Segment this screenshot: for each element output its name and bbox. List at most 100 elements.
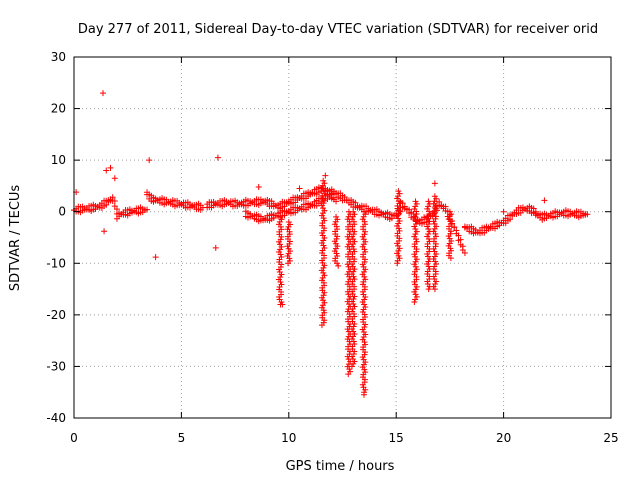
x-tick-label: 0 bbox=[70, 431, 78, 445]
spike-point bbox=[361, 366, 368, 373]
spike-point bbox=[275, 238, 282, 245]
spike-point bbox=[362, 238, 369, 245]
spike-point bbox=[413, 228, 420, 235]
spike-point bbox=[430, 283, 437, 290]
data-point bbox=[111, 197, 118, 204]
chart-title: Day 277 of 2011, Sidereal Day-to-day VTE… bbox=[78, 22, 598, 37]
spike-point bbox=[425, 286, 432, 293]
spike-point bbox=[411, 251, 418, 258]
y-axis-label: SDTVAR / TECUs bbox=[8, 185, 23, 292]
spike-point bbox=[412, 203, 419, 210]
outlier-point bbox=[335, 262, 342, 269]
spike-point bbox=[278, 243, 285, 250]
outlier-point bbox=[152, 254, 159, 261]
spike-point bbox=[362, 228, 369, 235]
data-point bbox=[459, 243, 466, 250]
outlier-point bbox=[107, 164, 114, 171]
spike-point bbox=[433, 250, 440, 257]
outlier-point bbox=[255, 183, 262, 190]
spike-point bbox=[362, 386, 369, 393]
spike-point bbox=[425, 235, 432, 242]
spike-point bbox=[360, 236, 367, 243]
spike-point bbox=[412, 236, 419, 243]
spike-point bbox=[359, 326, 366, 333]
spike-point bbox=[425, 198, 432, 205]
spike-point bbox=[425, 230, 432, 237]
spike-point bbox=[412, 258, 419, 265]
spike-point bbox=[361, 246, 368, 253]
x-tick-label: 5 bbox=[178, 431, 186, 445]
x-tick-label: 10 bbox=[281, 431, 296, 445]
y-tick-label: 20 bbox=[51, 102, 66, 116]
spike-point bbox=[278, 233, 285, 240]
spike-point bbox=[362, 359, 369, 366]
spike-point bbox=[361, 268, 368, 275]
spike-point bbox=[412, 226, 419, 233]
y-tick-label: -20 bbox=[46, 308, 66, 322]
spike-point bbox=[412, 263, 419, 270]
outlier-point bbox=[212, 244, 219, 251]
spike-point bbox=[360, 241, 367, 248]
spike-point bbox=[425, 203, 432, 210]
data-point bbox=[584, 211, 591, 218]
spike-point bbox=[412, 296, 419, 303]
outlier-point bbox=[541, 197, 548, 204]
x-tick-label: 25 bbox=[603, 431, 618, 445]
outlier-point bbox=[500, 208, 507, 215]
spike-point bbox=[277, 251, 284, 258]
spike-point bbox=[432, 258, 439, 265]
spike-point bbox=[432, 230, 439, 237]
spike-point bbox=[359, 354, 366, 361]
spike-point bbox=[431, 225, 438, 232]
spike-point bbox=[360, 334, 367, 341]
y-tick-label: -40 bbox=[46, 411, 66, 425]
spike-point bbox=[276, 266, 283, 273]
spike-point bbox=[361, 339, 368, 346]
axis-ticks: 0 5 10 15 20 25 -40 -30 -20 -10 0 10 20 30 bbox=[46, 50, 618, 445]
y-tick-label: -30 bbox=[46, 359, 66, 373]
spike-point bbox=[412, 231, 419, 238]
spike-point bbox=[277, 273, 284, 280]
spike-point bbox=[425, 225, 432, 232]
spike-point bbox=[413, 256, 420, 263]
data-point bbox=[461, 249, 468, 256]
spike-point bbox=[277, 241, 284, 248]
outlier-point bbox=[214, 154, 221, 161]
spike-point bbox=[277, 246, 284, 253]
data-point bbox=[457, 236, 464, 243]
spike-point bbox=[278, 299, 285, 306]
spike-point bbox=[411, 298, 418, 305]
spike-point bbox=[362, 293, 369, 300]
spike-point bbox=[411, 278, 418, 285]
spike-point bbox=[277, 213, 284, 220]
spike-point bbox=[431, 253, 438, 260]
spike-point bbox=[394, 260, 401, 267]
spike-point bbox=[276, 294, 283, 301]
data-point bbox=[144, 206, 151, 213]
spike-point bbox=[334, 260, 341, 267]
y-tick-label: -10 bbox=[46, 256, 66, 270]
spike-point bbox=[425, 258, 432, 265]
spike-point bbox=[362, 321, 369, 328]
spike-point bbox=[360, 361, 367, 368]
spike-point bbox=[411, 288, 418, 295]
grid-lines bbox=[74, 57, 611, 418]
spike-point bbox=[360, 213, 367, 220]
outlier-point bbox=[101, 228, 108, 235]
spike-point bbox=[359, 288, 366, 295]
spike-point bbox=[433, 223, 440, 230]
data-points bbox=[71, 90, 591, 398]
data-point bbox=[109, 194, 116, 201]
spike-point bbox=[431, 198, 438, 205]
outlier-point bbox=[431, 180, 438, 187]
y-tick-label: 10 bbox=[51, 153, 66, 167]
spike-point bbox=[430, 218, 437, 225]
outlier-point bbox=[146, 157, 153, 164]
x-tick-label: 15 bbox=[389, 431, 404, 445]
spike-point bbox=[411, 223, 418, 230]
spike-point bbox=[362, 266, 369, 273]
spike-point bbox=[431, 286, 438, 293]
spike-point bbox=[348, 363, 355, 370]
spike-point bbox=[285, 260, 292, 267]
